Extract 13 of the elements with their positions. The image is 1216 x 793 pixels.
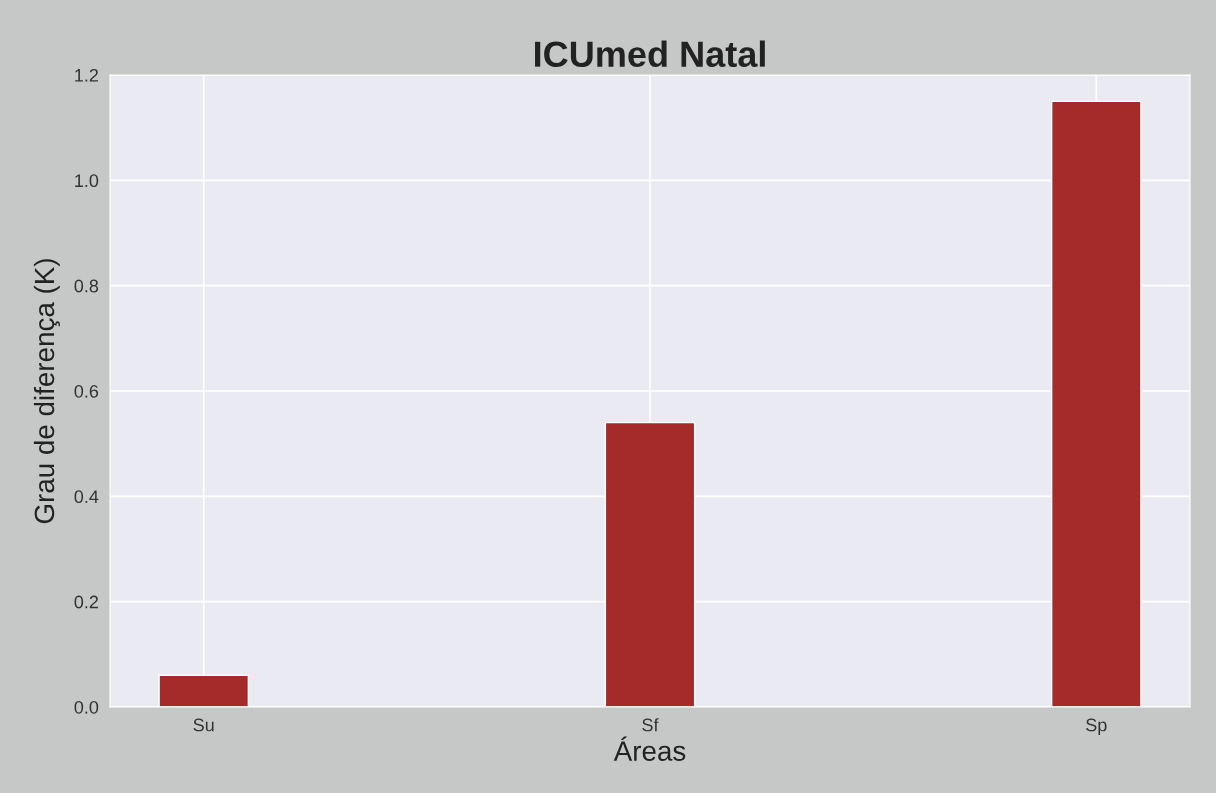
x-tick-label: Sf [642, 718, 659, 732]
y-tick-label: 1.2 [75, 68, 98, 82]
y-axis-title: Grau de diferença (K) [33, 259, 60, 524]
chart-title: ICUmed Natal [535, 40, 765, 68]
y-tick-label: 1.0 [75, 174, 99, 188]
y-tick-label: 0.8 [74, 279, 99, 293]
x-tick-label: Su [193, 718, 214, 732]
y-tick-label: 0.4 [74, 490, 99, 504]
x-tick-label: Sp [1086, 718, 1107, 735]
y-tick-label: 0.6 [74, 384, 99, 398]
y-tick-label: 0.0 [74, 700, 99, 714]
x-axis-title: Áreas [613, 736, 686, 761]
y-tick-label: 0.2 [74, 595, 98, 609]
